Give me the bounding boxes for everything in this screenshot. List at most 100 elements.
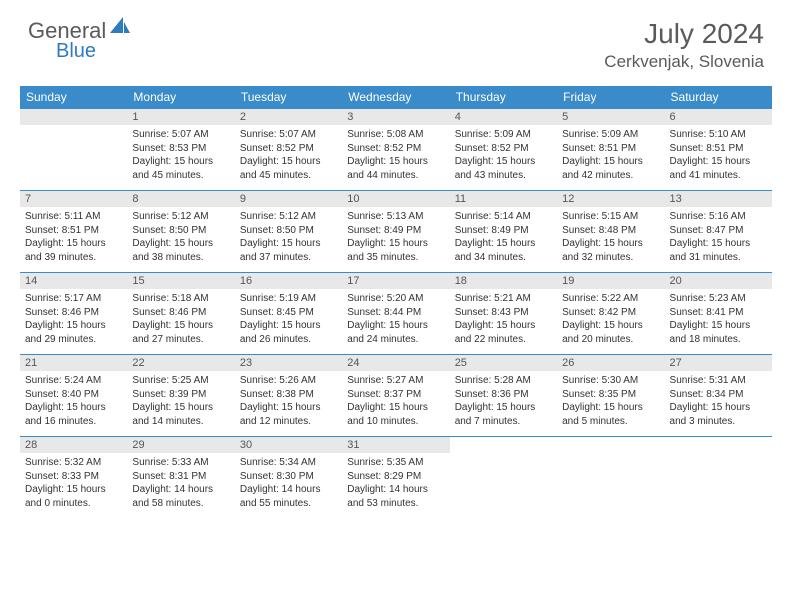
sunrise-line: Sunrise: 5:11 AM: [25, 210, 122, 224]
day-number: 24: [342, 354, 449, 371]
sunrise-line: Sunrise: 5:23 AM: [670, 292, 767, 306]
day-number: 13: [665, 190, 772, 207]
day-number: 4: [450, 108, 557, 125]
calendar-cell: 31Sunrise: 5:35 AMSunset: 8:29 PMDayligh…: [342, 436, 449, 514]
sunrise-line: Sunrise: 5:25 AM: [132, 374, 229, 388]
calendar-cell: 11Sunrise: 5:14 AMSunset: 8:49 PMDayligh…: [450, 190, 557, 272]
daylight-line: Daylight: 15 hours and 5 minutes.: [562, 401, 659, 428]
sunrise-line: Sunrise: 5:19 AM: [240, 292, 337, 306]
sunset-line: Sunset: 8:45 PM: [240, 306, 337, 320]
day-number: 22: [127, 354, 234, 371]
day-trailing-empty: [557, 436, 664, 448]
daylight-line: Daylight: 15 hours and 34 minutes.: [455, 237, 552, 264]
sunrise-line: Sunrise: 5:22 AM: [562, 292, 659, 306]
calendar-cell: 30Sunrise: 5:34 AMSunset: 8:30 PMDayligh…: [235, 436, 342, 514]
sunset-line: Sunset: 8:36 PM: [455, 388, 552, 402]
day-number: 3: [342, 108, 449, 125]
day-number: 25: [450, 354, 557, 371]
day-details: Sunrise: 5:19 AMSunset: 8:45 PMDaylight:…: [235, 289, 342, 348]
day-details: Sunrise: 5:09 AMSunset: 8:51 PMDaylight:…: [557, 125, 664, 184]
sunrise-line: Sunrise: 5:26 AM: [240, 374, 337, 388]
sunset-line: Sunset: 8:43 PM: [455, 306, 552, 320]
sunset-line: Sunset: 8:52 PM: [455, 142, 552, 156]
daylight-line: Daylight: 15 hours and 38 minutes.: [132, 237, 229, 264]
day-details: Sunrise: 5:17 AMSunset: 8:46 PMDaylight:…: [20, 289, 127, 348]
day-details: Sunrise: 5:30 AMSunset: 8:35 PMDaylight:…: [557, 371, 664, 430]
calendar-cell: 19Sunrise: 5:22 AMSunset: 8:42 PMDayligh…: [557, 272, 664, 354]
day-details: Sunrise: 5:09 AMSunset: 8:52 PMDaylight:…: [450, 125, 557, 184]
daylight-line: Daylight: 15 hours and 37 minutes.: [240, 237, 337, 264]
day-number: 18: [450, 272, 557, 289]
daylight-line: Daylight: 15 hours and 24 minutes.: [347, 319, 444, 346]
day-number: 17: [342, 272, 449, 289]
day-details: Sunrise: 5:07 AMSunset: 8:52 PMDaylight:…: [235, 125, 342, 184]
sunrise-line: Sunrise: 5:09 AM: [562, 128, 659, 142]
daylight-line: Daylight: 15 hours and 18 minutes.: [670, 319, 767, 346]
sunset-line: Sunset: 8:29 PM: [347, 470, 444, 484]
sunset-line: Sunset: 8:35 PM: [562, 388, 659, 402]
day-number: 20: [665, 272, 772, 289]
daylight-line: Daylight: 15 hours and 27 minutes.: [132, 319, 229, 346]
calendar-table: SundayMondayTuesdayWednesdayThursdayFrid…: [20, 86, 772, 514]
calendar-row: 21Sunrise: 5:24 AMSunset: 8:40 PMDayligh…: [20, 354, 772, 436]
sunset-line: Sunset: 8:52 PM: [240, 142, 337, 156]
weekday-header: Saturday: [665, 86, 772, 108]
daylight-line: Daylight: 15 hours and 45 minutes.: [240, 155, 337, 182]
daylight-line: Daylight: 15 hours and 22 minutes.: [455, 319, 552, 346]
day-number: 29: [127, 436, 234, 453]
weekday-header: Thursday: [450, 86, 557, 108]
sunrise-line: Sunrise: 5:32 AM: [25, 456, 122, 470]
calendar-cell: 22Sunrise: 5:25 AMSunset: 8:39 PMDayligh…: [127, 354, 234, 436]
sunset-line: Sunset: 8:37 PM: [347, 388, 444, 402]
day-number-empty: [20, 108, 127, 125]
sunset-line: Sunset: 8:38 PM: [240, 388, 337, 402]
month-title: July 2024: [604, 18, 764, 50]
day-details: Sunrise: 5:31 AMSunset: 8:34 PMDaylight:…: [665, 371, 772, 430]
daylight-line: Daylight: 15 hours and 31 minutes.: [670, 237, 767, 264]
calendar-row: 28Sunrise: 5:32 AMSunset: 8:33 PMDayligh…: [20, 436, 772, 514]
calendar-row: 14Sunrise: 5:17 AMSunset: 8:46 PMDayligh…: [20, 272, 772, 354]
sunset-line: Sunset: 8:46 PM: [132, 306, 229, 320]
day-number: 8: [127, 190, 234, 207]
sunset-line: Sunset: 8:51 PM: [670, 142, 767, 156]
sunset-line: Sunset: 8:52 PM: [347, 142, 444, 156]
day-number: 30: [235, 436, 342, 453]
daylight-line: Daylight: 15 hours and 45 minutes.: [132, 155, 229, 182]
day-number: 7: [20, 190, 127, 207]
day-number: 28: [20, 436, 127, 453]
daylight-line: Daylight: 15 hours and 35 minutes.: [347, 237, 444, 264]
sunrise-line: Sunrise: 5:12 AM: [132, 210, 229, 224]
day-details: Sunrise: 5:35 AMSunset: 8:29 PMDaylight:…: [342, 453, 449, 512]
day-number: 9: [235, 190, 342, 207]
sunset-line: Sunset: 8:49 PM: [347, 224, 444, 238]
sunset-line: Sunset: 8:49 PM: [455, 224, 552, 238]
calendar-cell: 27Sunrise: 5:31 AMSunset: 8:34 PMDayligh…: [665, 354, 772, 436]
day-number: 31: [342, 436, 449, 453]
sunset-line: Sunset: 8:41 PM: [670, 306, 767, 320]
sunset-line: Sunset: 8:50 PM: [132, 224, 229, 238]
day-number: 10: [342, 190, 449, 207]
day-number: 6: [665, 108, 772, 125]
calendar-cell: 10Sunrise: 5:13 AMSunset: 8:49 PMDayligh…: [342, 190, 449, 272]
day-details: Sunrise: 5:25 AMSunset: 8:39 PMDaylight:…: [127, 371, 234, 430]
calendar-row: 7Sunrise: 5:11 AMSunset: 8:51 PMDaylight…: [20, 190, 772, 272]
title-block: July 2024 Cerkvenjak, Slovenia: [604, 18, 764, 72]
daylight-line: Daylight: 15 hours and 32 minutes.: [562, 237, 659, 264]
calendar-row: 1Sunrise: 5:07 AMSunset: 8:53 PMDaylight…: [20, 108, 772, 190]
sunset-line: Sunset: 8:31 PM: [132, 470, 229, 484]
sunrise-line: Sunrise: 5:33 AM: [132, 456, 229, 470]
sunset-line: Sunset: 8:53 PM: [132, 142, 229, 156]
calendar-cell: 16Sunrise: 5:19 AMSunset: 8:45 PMDayligh…: [235, 272, 342, 354]
day-details: Sunrise: 5:20 AMSunset: 8:44 PMDaylight:…: [342, 289, 449, 348]
calendar-cell: 21Sunrise: 5:24 AMSunset: 8:40 PMDayligh…: [20, 354, 127, 436]
sunset-line: Sunset: 8:46 PM: [25, 306, 122, 320]
day-details: Sunrise: 5:07 AMSunset: 8:53 PMDaylight:…: [127, 125, 234, 184]
calendar-cell: 1Sunrise: 5:07 AMSunset: 8:53 PMDaylight…: [127, 108, 234, 190]
sunset-line: Sunset: 8:39 PM: [132, 388, 229, 402]
day-details: Sunrise: 5:18 AMSunset: 8:46 PMDaylight:…: [127, 289, 234, 348]
logo-sail-icon: [110, 17, 132, 40]
weekday-header: Monday: [127, 86, 234, 108]
sunrise-line: Sunrise: 5:07 AM: [240, 128, 337, 142]
sunrise-line: Sunrise: 5:35 AM: [347, 456, 444, 470]
day-details: Sunrise: 5:14 AMSunset: 8:49 PMDaylight:…: [450, 207, 557, 266]
